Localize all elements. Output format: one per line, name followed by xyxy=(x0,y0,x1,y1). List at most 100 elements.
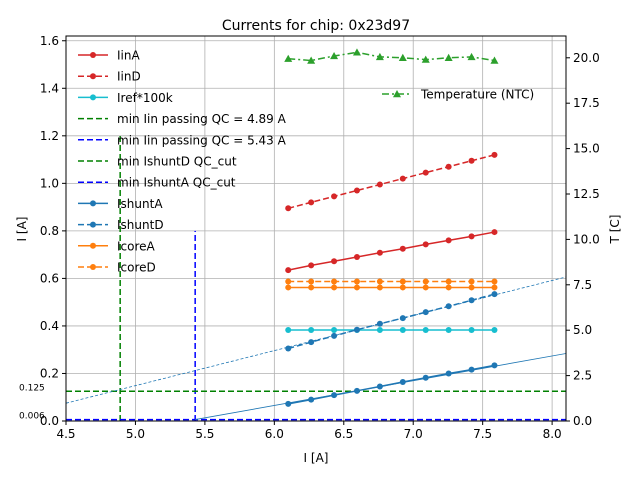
data-point xyxy=(285,345,292,352)
legend-label: IinA xyxy=(117,49,140,63)
legend-marker xyxy=(90,52,96,58)
legend-label: min Iin passing QC = 4.89 A xyxy=(117,112,287,126)
data-point xyxy=(308,262,315,269)
series-icorea xyxy=(285,284,498,291)
data-point xyxy=(445,303,452,310)
data-point xyxy=(331,332,338,339)
data-point xyxy=(422,284,429,291)
x-tick-label: 8.0 xyxy=(543,427,562,441)
data-point xyxy=(422,278,429,285)
legend-temperature: Temperature (NTC) xyxy=(382,88,534,102)
data-point xyxy=(491,291,498,298)
data-point xyxy=(422,309,429,316)
series-ishuntd xyxy=(285,291,498,352)
data-point xyxy=(331,193,338,200)
data-point xyxy=(353,278,360,285)
y-tick-label: 0.6 xyxy=(40,271,59,285)
data-point xyxy=(285,278,292,285)
legend-label: Iref*100k xyxy=(117,91,173,105)
series-iref-100k xyxy=(285,326,498,333)
data-point xyxy=(468,297,475,304)
legend-entry: min Iin passing QC = 4.89 A xyxy=(78,112,287,126)
legend-label: Temperature (NTC) xyxy=(420,88,534,102)
data-point xyxy=(421,55,430,63)
data-point xyxy=(376,284,383,291)
legend-marker xyxy=(90,94,96,101)
y2-tick-label: 20.0 xyxy=(573,51,600,65)
y-tick-label: 1.0 xyxy=(40,176,59,190)
data-point xyxy=(490,56,499,64)
legend-marker xyxy=(90,221,96,228)
data-point xyxy=(376,249,383,256)
data-point xyxy=(399,175,406,182)
legend-label: IshuntD xyxy=(117,218,164,232)
data-point xyxy=(285,400,292,407)
data-point xyxy=(491,278,498,285)
data-point xyxy=(399,326,406,333)
legend-entry: IinD xyxy=(78,70,141,84)
data-point xyxy=(491,229,498,236)
data-point xyxy=(399,315,406,322)
y2-tick-label: 17.5 xyxy=(573,96,600,110)
x-tick-label: 6.0 xyxy=(265,427,284,441)
data-point xyxy=(308,326,315,333)
data-point xyxy=(331,278,338,285)
x-tick-label: 5.5 xyxy=(195,427,214,441)
data-point xyxy=(376,278,383,285)
y2-tick-label: 2.5 xyxy=(573,369,592,383)
data-point xyxy=(468,233,475,240)
data-point xyxy=(331,326,338,333)
data-point xyxy=(331,392,338,399)
data-point xyxy=(422,374,429,381)
y-tick-label: 1.6 xyxy=(40,34,59,48)
data-point xyxy=(285,267,292,274)
data-point xyxy=(468,284,475,291)
data-point xyxy=(308,284,315,291)
grid xyxy=(65,36,566,422)
data-point xyxy=(375,52,384,61)
series-line xyxy=(288,364,495,405)
data-point xyxy=(422,241,429,248)
legend-label: min Iin passing QC = 5.43 A xyxy=(117,133,287,147)
legend-marker xyxy=(393,90,401,98)
data-point xyxy=(467,52,476,61)
data-point xyxy=(399,245,406,252)
annotation-label: 0.125 xyxy=(19,383,45,393)
legend-marker xyxy=(90,200,96,207)
data-point xyxy=(445,370,452,377)
data-point xyxy=(445,237,452,244)
legend-entry: min IshuntA QC_cut xyxy=(78,176,236,190)
data-point xyxy=(308,339,315,346)
data-point xyxy=(376,383,383,390)
series xyxy=(284,48,499,407)
chart-title: Currents for chip: 0x23d97 xyxy=(222,18,410,34)
series-iind xyxy=(285,151,498,212)
data-point xyxy=(468,366,475,373)
data-point xyxy=(352,48,361,56)
data-point xyxy=(308,396,315,403)
x-tick-label: 6.5 xyxy=(334,427,353,441)
y2-tick-label: 12.5 xyxy=(573,187,600,201)
data-point xyxy=(468,326,475,333)
data-point xyxy=(331,258,338,265)
legend-entry: IshuntA xyxy=(78,197,163,211)
legend-entry: IshuntD xyxy=(78,218,164,232)
legend-label: min IshuntD QC_cut xyxy=(117,155,237,169)
series-icored xyxy=(285,278,498,285)
legend-entry: IcoreD xyxy=(78,261,156,275)
data-point xyxy=(308,278,315,285)
legend-entry: IinA xyxy=(78,49,140,63)
series-ishunta xyxy=(285,362,498,407)
data-point xyxy=(398,53,407,61)
annotation-label: 0.006 xyxy=(19,412,45,422)
plot-frame xyxy=(65,35,567,422)
data-point xyxy=(468,157,475,164)
data-point xyxy=(491,284,498,291)
data-point xyxy=(284,54,293,62)
series-iina xyxy=(285,229,498,274)
x-tick-label: 7.0 xyxy=(404,427,423,441)
axes: 4.5 5.0 5.5 6.0 6.5 7.0 7.5 8.0 0.0 0.2 0.4 0.6 0.8 1… xyxy=(40,34,600,441)
data-point xyxy=(376,320,383,327)
y2-tick-label: 10.0 xyxy=(573,232,600,246)
